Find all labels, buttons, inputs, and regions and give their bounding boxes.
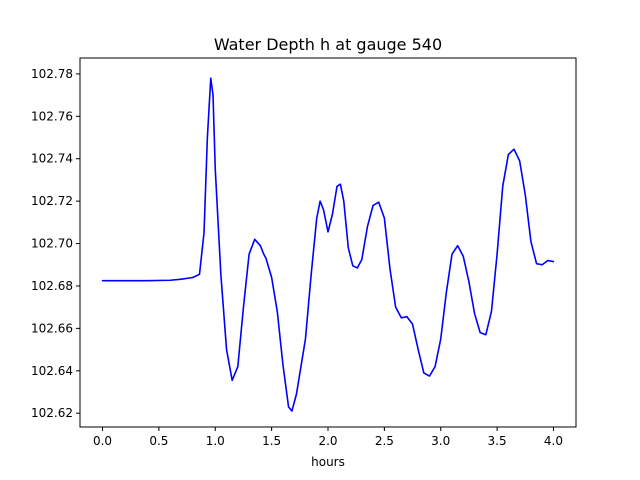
data-series-line-0 (101, 77, 555, 412)
x-tick-label: 1.0 (206, 434, 225, 448)
plot-area: 0.0 0.5 1.0 1.5 2.0 2.5 3.0 3.5 4.0 102.62 102.64 1… (31, 57, 577, 448)
x-tick-label: 0.0 (93, 434, 112, 448)
x-tick-label: 1.5 (262, 434, 281, 448)
y-tick-label: 102.70 (31, 237, 73, 251)
chart-title: Water Depth h at gauge 540 (214, 35, 442, 54)
x-tick-label: 2.5 (375, 434, 394, 448)
x-tick-label: 3.5 (488, 434, 507, 448)
y-tick-label: 102.76 (31, 109, 73, 123)
y-tick-label: 102.66 (31, 321, 73, 335)
y-tick-label: 102.78 (31, 67, 73, 81)
x-tick-label: 0.5 (149, 434, 168, 448)
y-tick-label: 102.64 (31, 364, 73, 378)
x-tick-label: 3.0 (431, 434, 450, 448)
x-tick-label: 4.0 (544, 434, 563, 448)
y-tick-label: 102.62 (31, 406, 73, 420)
y-tick-label: 102.72 (31, 194, 73, 208)
x-axis-label: hours (311, 455, 345, 469)
x-tick-label: 2.0 (318, 434, 337, 448)
y-tick-label: 102.74 (31, 152, 73, 166)
y-tick-label: 102.68 (31, 279, 73, 293)
